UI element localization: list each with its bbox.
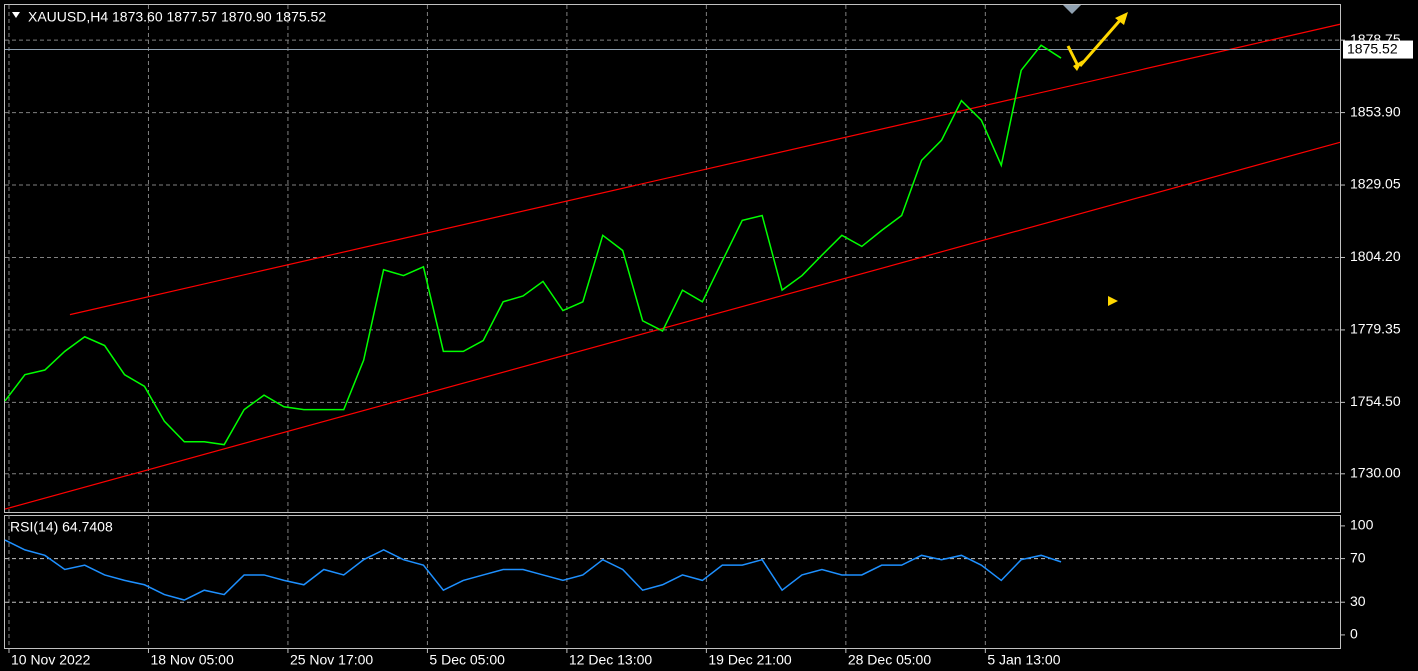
rsi-title: RSI(14) 64.7408 [10, 519, 113, 535]
x-tick-label: 25 Nov 17:00 [290, 652, 373, 668]
channel-line [4, 141, 1341, 510]
x-tick-label: 5 Jan 13:00 [987, 652, 1060, 668]
arrow-up [1078, 17, 1124, 67]
price-tag [1343, 40, 1413, 59]
y-tick-label: 1853.90 [1350, 103, 1401, 119]
y-tick-label: 70 [1350, 549, 1366, 565]
y-tick-label: 100 [1350, 517, 1374, 533]
x-tick-label: 12 Dec 13:00 [569, 652, 652, 668]
arrow-down [1066, 45, 1080, 67]
x-tick-label: 5 Dec 05:00 [429, 652, 505, 668]
arrow-head [1073, 60, 1083, 71]
y-tick-label: 1829.05 [1350, 176, 1401, 192]
price-line [4, 44, 1062, 446]
y-tick-label: 1804.20 [1350, 248, 1401, 264]
y-tick-label: 1754.50 [1350, 393, 1401, 409]
last-price-label: 1875.52 [1347, 40, 1398, 56]
plot-layer: 1730.00 1754.50 1779.35 1804.20 1829.05 1853.… [4, 5, 1413, 668]
main-panel-frame [4, 4, 1341, 513]
y-tick-label: 1730.00 [1350, 465, 1401, 481]
arrow-head [1115, 12, 1128, 25]
x-tick-label: 28 Dec 05:00 [848, 652, 931, 668]
y-tick-label: 0 [1350, 626, 1358, 642]
x-tick-label: 10 Nov 2022 [11, 652, 91, 668]
x-tick-label: 19 Dec 21:00 [708, 652, 791, 668]
marker [1108, 296, 1118, 306]
menu-arrow [12, 12, 20, 18]
y-tick-label: 30 [1350, 593, 1366, 609]
marker [1063, 5, 1081, 14]
y-tick-label: 1779.35 [1350, 321, 1401, 337]
x-tick-label: 18 Nov 05:00 [150, 652, 233, 668]
price-line [4, 539, 1062, 601]
chart-title: XAUUSD,H4 1873.60 1877.57 1870.90 1875.5… [28, 9, 326, 25]
rsi-panel-frame [4, 515, 1341, 649]
channel-line [69, 23, 1341, 316]
